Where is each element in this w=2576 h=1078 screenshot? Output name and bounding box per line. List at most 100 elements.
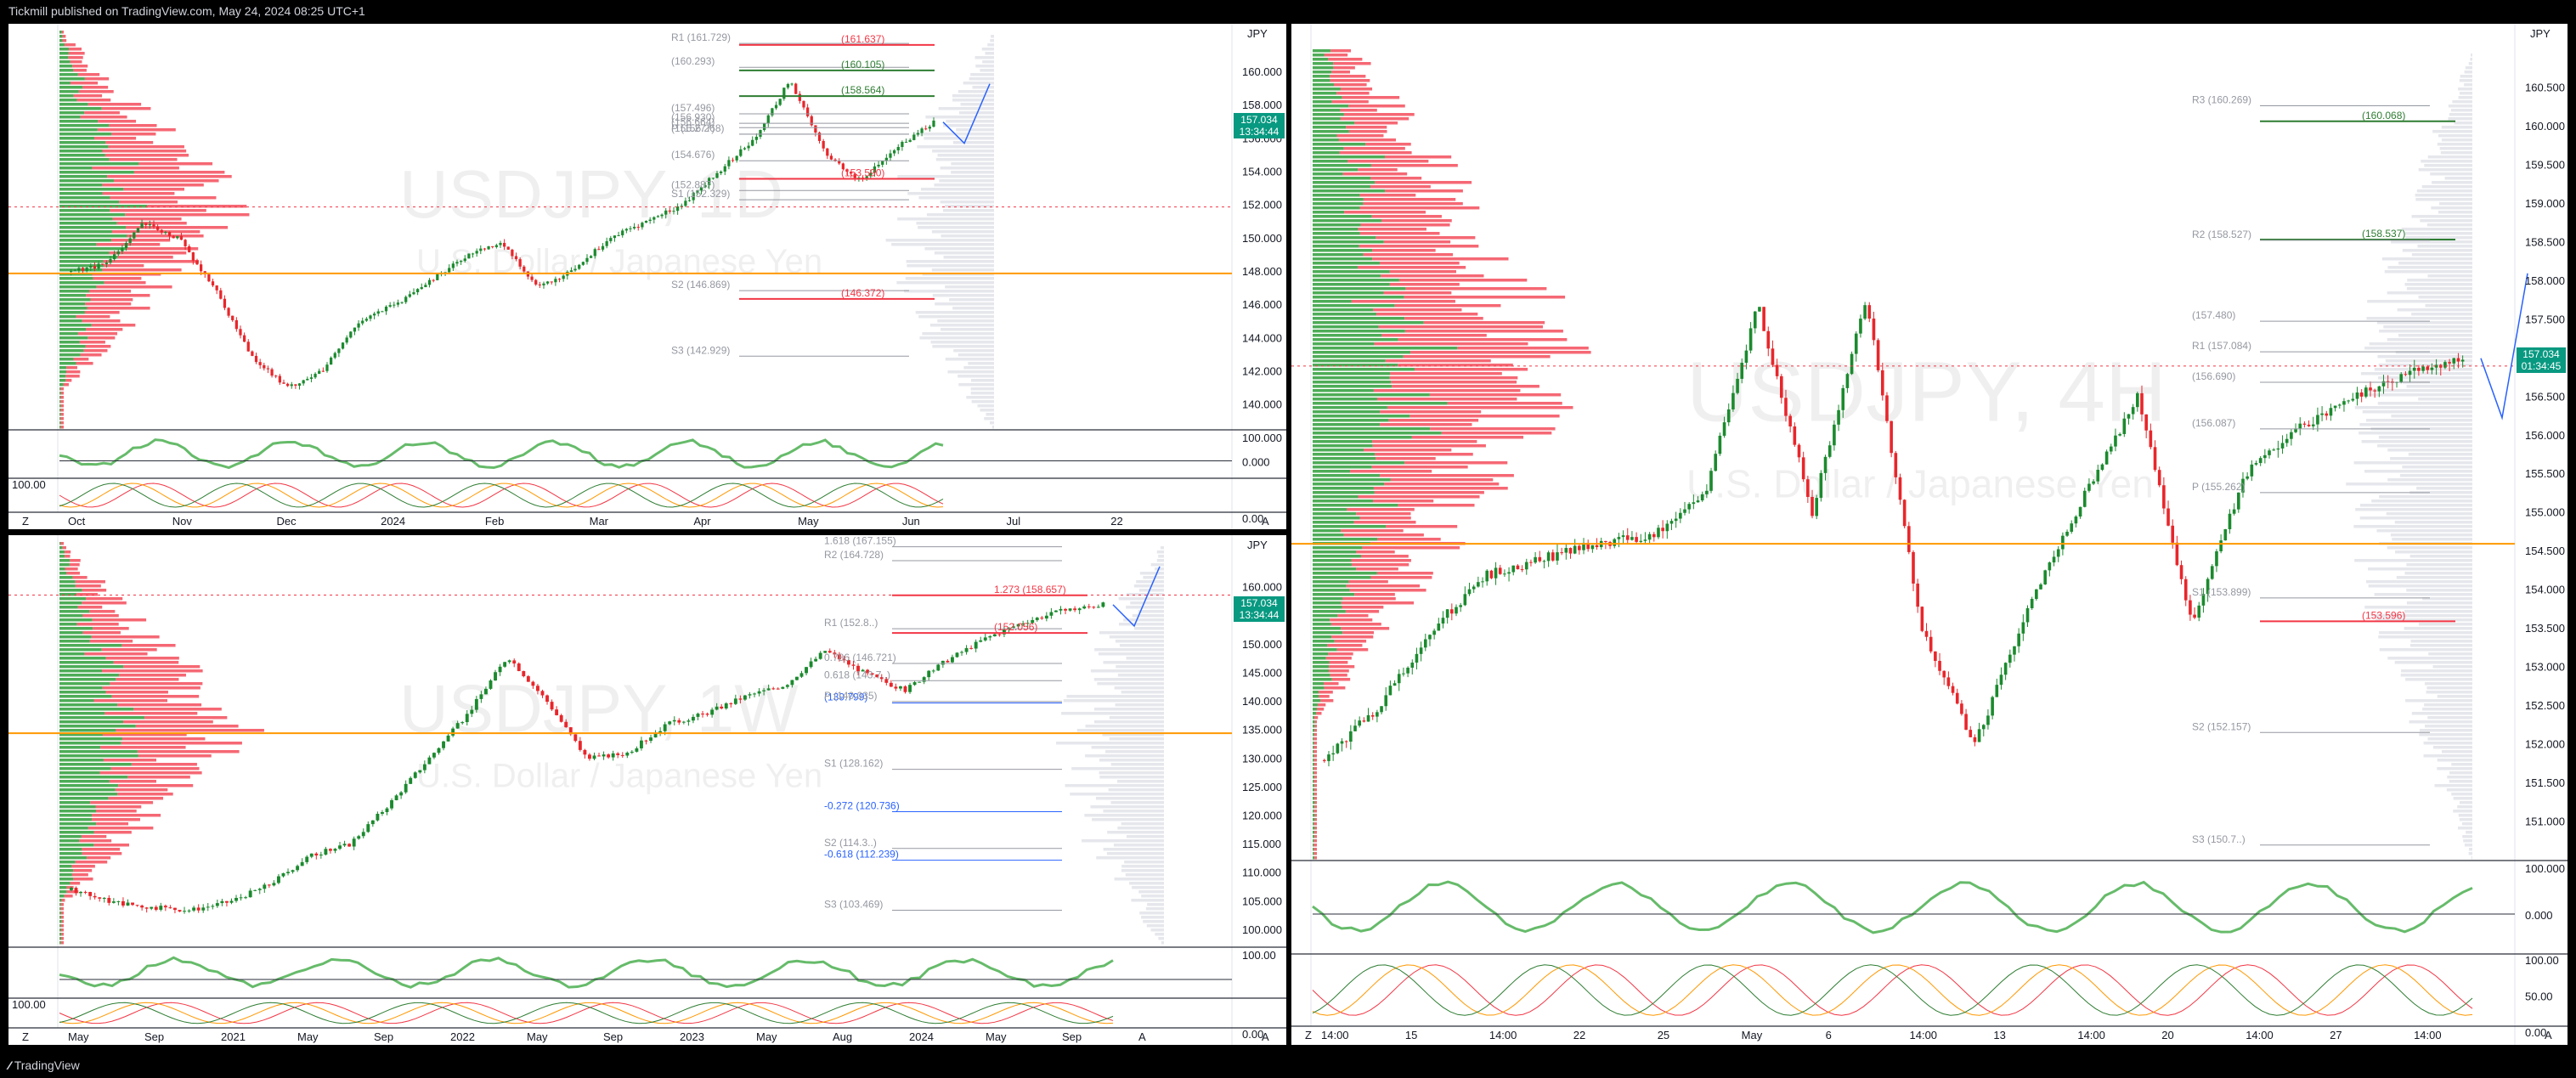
- candle: [2280, 443, 2285, 449]
- candle: [1353, 725, 1357, 731]
- session-volume-bar: [1125, 873, 1164, 877]
- candle: [144, 223, 148, 226]
- volume-profile-bar-buy: [59, 546, 63, 550]
- weekly-chart-svg[interactable]: USDJPY, 1WU.S. Dollar / Japanese Yen1.61…: [8, 535, 1286, 1045]
- session-volume-bar: [2346, 483, 2472, 486]
- session-volume-bar: [980, 69, 994, 72]
- candle: [569, 270, 573, 273]
- session-volume-bar: [2458, 96, 2472, 99]
- tradingview-logo-icon[interactable]: ⁄⁄: [8, 1058, 10, 1072]
- volume-profile-bar-buy: [59, 324, 92, 327]
- session-volume-bar: [2368, 567, 2472, 571]
- volume-profile-bar-buy: [1313, 444, 1373, 448]
- candle: [2307, 424, 2311, 426]
- candle: [879, 677, 884, 680]
- osc1-axis-tick: 0.000: [2525, 909, 2553, 922]
- volume-profile-bar-sell: [111, 239, 171, 242]
- session-volume-bar: [2369, 342, 2472, 346]
- time-axis-tick: Nov: [172, 515, 193, 528]
- candle: [1669, 521, 1674, 524]
- candle: [201, 907, 206, 911]
- chart-panel-weekly[interactable]: USDJPY, 1W U.S. Dollar / Japanese Yen 1.61…: [8, 535, 1286, 1045]
- candle: [672, 720, 676, 722]
- session-volume-bar: [952, 141, 994, 144]
- session-volume-bar: [981, 48, 994, 51]
- auto-scale-button[interactable]: A: [2545, 1029, 2552, 1041]
- volume-profile-bar-sell: [1359, 232, 1440, 235]
- footer-brand[interactable]: TradingView: [14, 1058, 80, 1072]
- volume-profile-bar-sell: [79, 839, 112, 843]
- candle: [1406, 667, 1409, 674]
- volume-profile-bar-buy: [1313, 483, 1385, 486]
- candle: [109, 259, 112, 263]
- volume-profile-bar-buy: [1313, 351, 1411, 354]
- zoom-button[interactable]: Z: [1305, 1029, 1312, 1041]
- volume-profile-bar-sell: [1353, 521, 1416, 524]
- volume-profile-bar-buy: [59, 810, 96, 813]
- session-volume-bar: [2377, 376, 2472, 380]
- candle: [866, 669, 870, 674]
- volume-profile-bar-sell: [1376, 236, 1476, 240]
- session-volume-bar: [2404, 610, 2472, 613]
- candle: [964, 647, 969, 652]
- session-volume-bar: [2459, 801, 2472, 804]
- candle: [1726, 409, 1731, 423]
- candle: [1647, 533, 1652, 540]
- candle: [988, 636, 992, 638]
- volume-profile-bar-sell: [1361, 555, 1409, 558]
- volume-profile-bar-buy: [59, 559, 71, 562]
- price-axis-tick: 153.000: [2525, 661, 2565, 674]
- volume-profile-bar-sell: [1328, 58, 1363, 61]
- time-axis-tick: 14:00: [2246, 1029, 2274, 1041]
- volume-profile-bar-buy: [59, 555, 65, 558]
- session-volume-bar: [1121, 865, 1164, 868]
- candle: [969, 647, 974, 649]
- candle: [1551, 552, 1555, 561]
- candle: [329, 849, 332, 851]
- session-volume-bar: [916, 222, 994, 225]
- volume-profile-bar-sell: [1314, 729, 1317, 732]
- session-volume-bar: [1097, 682, 1164, 686]
- candle: [121, 248, 124, 251]
- volume-profile-bar-sell: [1358, 168, 1398, 172]
- volume-profile-bar-buy: [59, 77, 85, 81]
- candle: [664, 210, 668, 215]
- candle: [376, 813, 380, 821]
- time-axis-tick: Sep: [144, 1030, 164, 1043]
- volume-profile-bar-buy: [59, 584, 76, 588]
- candle: [641, 223, 644, 228]
- volume-profile-bar-buy: [1313, 567, 1357, 571]
- volume-profile-bar-sell: [107, 175, 232, 178]
- volume-profile-bar-buy: [1313, 432, 1442, 435]
- zoom-button[interactable]: Z: [22, 1030, 29, 1043]
- volume-profile-bar-sell: [102, 192, 175, 195]
- zoom-button[interactable]: Z: [22, 515, 29, 528]
- chart-panel-4h[interactable]: USDJPY, 4H U.S. Dollar / Japanese Yen R3 (…: [1291, 24, 2568, 1045]
- chart-panel-daily[interactable]: USDJPY, 1D U.S. Dollar / Japanese Yen R1 (…: [8, 24, 1286, 529]
- candle: [1643, 539, 1647, 541]
- auto-scale-button[interactable]: A: [1262, 515, 1269, 528]
- volume-profile-bar-buy: [59, 873, 72, 877]
- volume-profile-bar-buy: [59, 674, 120, 677]
- candle: [347, 844, 352, 847]
- session-volume-bar: [1130, 601, 1164, 605]
- candle: [437, 748, 441, 753]
- session-volume-bar: [2359, 432, 2472, 435]
- volume-profile-bar-buy: [59, 150, 103, 153]
- volume-profile-bar-sell: [68, 56, 83, 59]
- volume-profile-bar-buy: [1313, 359, 1386, 363]
- session-volume-bar: [2453, 810, 2472, 813]
- candle: [2056, 549, 2060, 557]
- session-volume-bar: [2428, 652, 2472, 656]
- candle: [605, 240, 608, 246]
- volume-profile-bar-buy: [59, 903, 61, 906]
- volume-profile-bar-sell: [112, 217, 182, 221]
- session-volume-bar: [951, 171, 994, 174]
- volume-profile-bar-sell: [1351, 563, 1409, 567]
- candle: [1534, 556, 1537, 563]
- candle: [404, 296, 408, 302]
- auto-scale-button[interactable]: A: [1262, 1030, 1269, 1043]
- candle: [920, 128, 924, 133]
